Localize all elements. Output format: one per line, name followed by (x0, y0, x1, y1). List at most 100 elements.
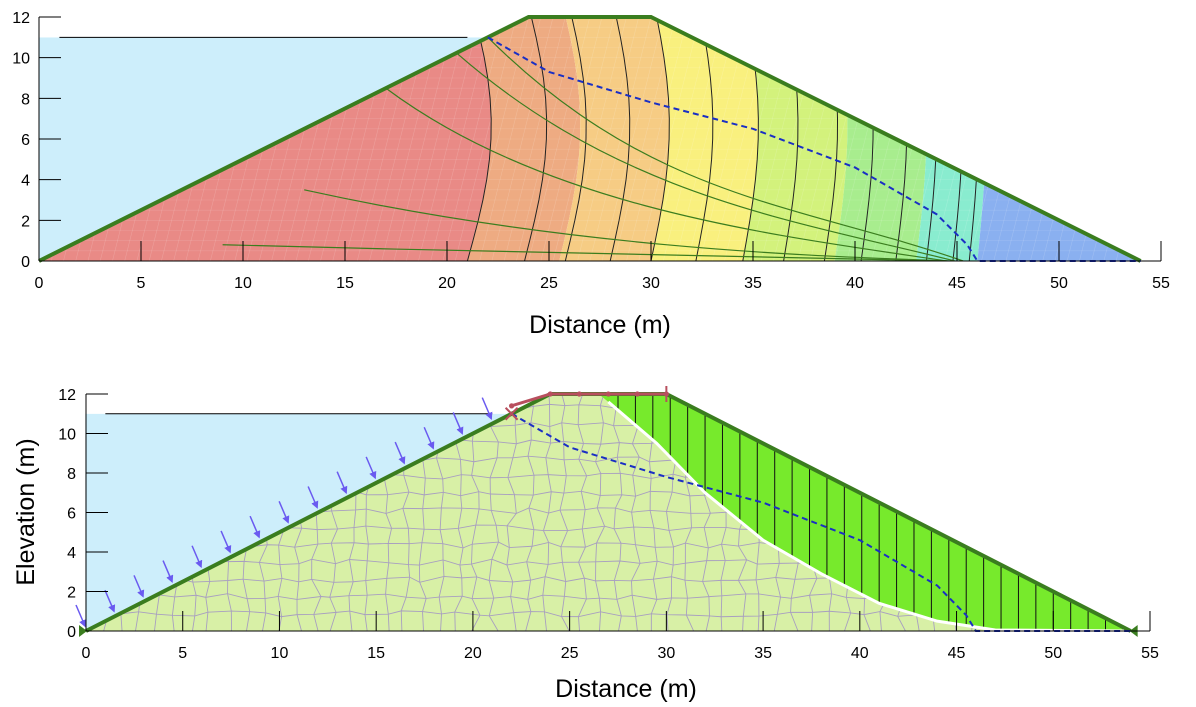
x-tick-label: 15 (367, 645, 385, 662)
phreatic-line (487, 36, 1141, 262)
x-tick-label: 30 (657, 645, 675, 662)
pressure-arrow (104, 589, 116, 613)
toe-marker-left (79, 625, 87, 637)
mesh-texture (1079, 17, 1141, 261)
crest-boundary (79, 386, 1138, 637)
mesh-texture (1066, 17, 1129, 261)
mesh-column (542, 394, 552, 631)
x-tick-label: 35 (754, 645, 772, 662)
mesh-texture (675, 17, 737, 261)
pressure-arrow (220, 530, 232, 554)
y-tick-label: 4 (21, 173, 30, 190)
pressure-arrow (249, 515, 261, 539)
mesh-column (1091, 394, 1102, 631)
x-tick-label: 10 (234, 275, 252, 292)
crest-start-marker (504, 407, 519, 421)
axes-bottom: 0 2 4 6 8 10 12 0 5 10 15 20 25 30 35 40 45 50 55 (58, 387, 1159, 662)
pressure-arrow (75, 604, 87, 628)
crest-point (576, 391, 582, 397)
phreatic-line (511, 412, 1131, 632)
x-tick-label: 20 (464, 645, 482, 662)
x-tick-label: 0 (82, 645, 91, 662)
mesh-texture (601, 17, 664, 261)
y-tick-label: 6 (67, 506, 76, 523)
pressure-arrow (452, 412, 464, 435)
flow-line (456, 53, 956, 261)
y-tick-label: 12 (12, 10, 30, 27)
contour-line (609, 17, 631, 261)
crest-point (605, 391, 611, 397)
x-tick-label: 40 (846, 275, 864, 292)
mesh-texture (650, 17, 713, 261)
crest-point (634, 391, 640, 397)
x-tick-label: 45 (948, 645, 966, 662)
y-tick-label: 2 (21, 213, 30, 230)
mesh-column (506, 394, 517, 631)
mesh-column (488, 394, 499, 631)
contour-line (650, 17, 670, 261)
mesh-texture (589, 17, 652, 261)
pressure-arrow (278, 501, 290, 524)
mesh-texture (626, 17, 689, 261)
axes-top: 0 2 4 6 8 10 12 0 5 10 15 20 25 30 35 40 45 50 55 (12, 10, 1170, 292)
flow-lines (222, 36, 964, 261)
mesh-texture (1042, 17, 1105, 261)
crest-line (511, 392, 667, 408)
mesh-texture (1153, 17, 1196, 261)
y-tick-label: 10 (58, 427, 76, 444)
head-band (559, 17, 670, 261)
pressure-arrow (481, 397, 493, 421)
mesh-column (1128, 394, 1131, 631)
mesh-texture (418, 17, 480, 261)
pressure-arrow (394, 441, 406, 465)
mesh-texture (565, 17, 627, 261)
chart-top: 0 2 4 6 8 10 12 0 5 10 15 20 25 30 35 40 45 50 55 Distance… (12, 10, 1196, 339)
y-tick-label: 10 (12, 51, 30, 68)
mesh-texture (662, 17, 725, 261)
mesh-texture (540, 17, 603, 261)
x-tick-label: 25 (540, 275, 558, 292)
x-tick-label: 25 (561, 645, 579, 662)
mesh-column (525, 394, 535, 631)
y-tick-label: 6 (21, 132, 30, 149)
y-tick-label: 12 (58, 387, 76, 404)
x-tick-label: 15 (336, 275, 354, 292)
contour-line (564, 17, 587, 261)
x-axis-label-bottom: Distance (m) (555, 675, 697, 703)
x-tick-label: 0 (35, 275, 44, 292)
mesh-column (1109, 394, 1118, 631)
x-tick-label: 20 (438, 275, 456, 292)
mesh-texture (552, 17, 615, 261)
mesh-column (577, 394, 588, 631)
crest-point (547, 391, 553, 397)
mesh-texture (613, 17, 676, 261)
flow-line (304, 189, 949, 261)
head-band (651, 17, 759, 261)
chart-bottom: 0 2 4 6 8 10 12 0 5 10 15 20 25 30 35 40 45 50 55 Distance… (12, 386, 1159, 703)
pressure-arrow (365, 456, 377, 480)
mesh-column (613, 394, 623, 631)
head-band (977, 17, 1141, 261)
x-tick-label: 50 (1044, 645, 1062, 662)
y-tick-label: 0 (67, 624, 76, 641)
mesh-column (595, 394, 606, 631)
flow-line (385, 87, 947, 261)
contour-line (524, 17, 548, 261)
mesh-texture (430, 17, 493, 261)
mesh-texture (577, 17, 640, 261)
x-tick-label: 50 (1050, 275, 1068, 292)
dam-outline (38, 15, 1142, 263)
mesh-texture (442, 17, 505, 261)
slip-mass (598, 394, 1131, 631)
y-tick-label: 8 (21, 91, 30, 108)
crest-point (509, 403, 515, 409)
x-tick-label: 45 (948, 275, 966, 292)
x-tick-label: 40 (851, 645, 869, 662)
mesh-texture (503, 17, 566, 261)
y-tick-label: 4 (67, 545, 76, 562)
slip-surface (607, 400, 1131, 633)
head-band (467, 17, 581, 261)
pressure-arrow (307, 486, 319, 509)
x-tick-label: 5 (137, 275, 146, 292)
